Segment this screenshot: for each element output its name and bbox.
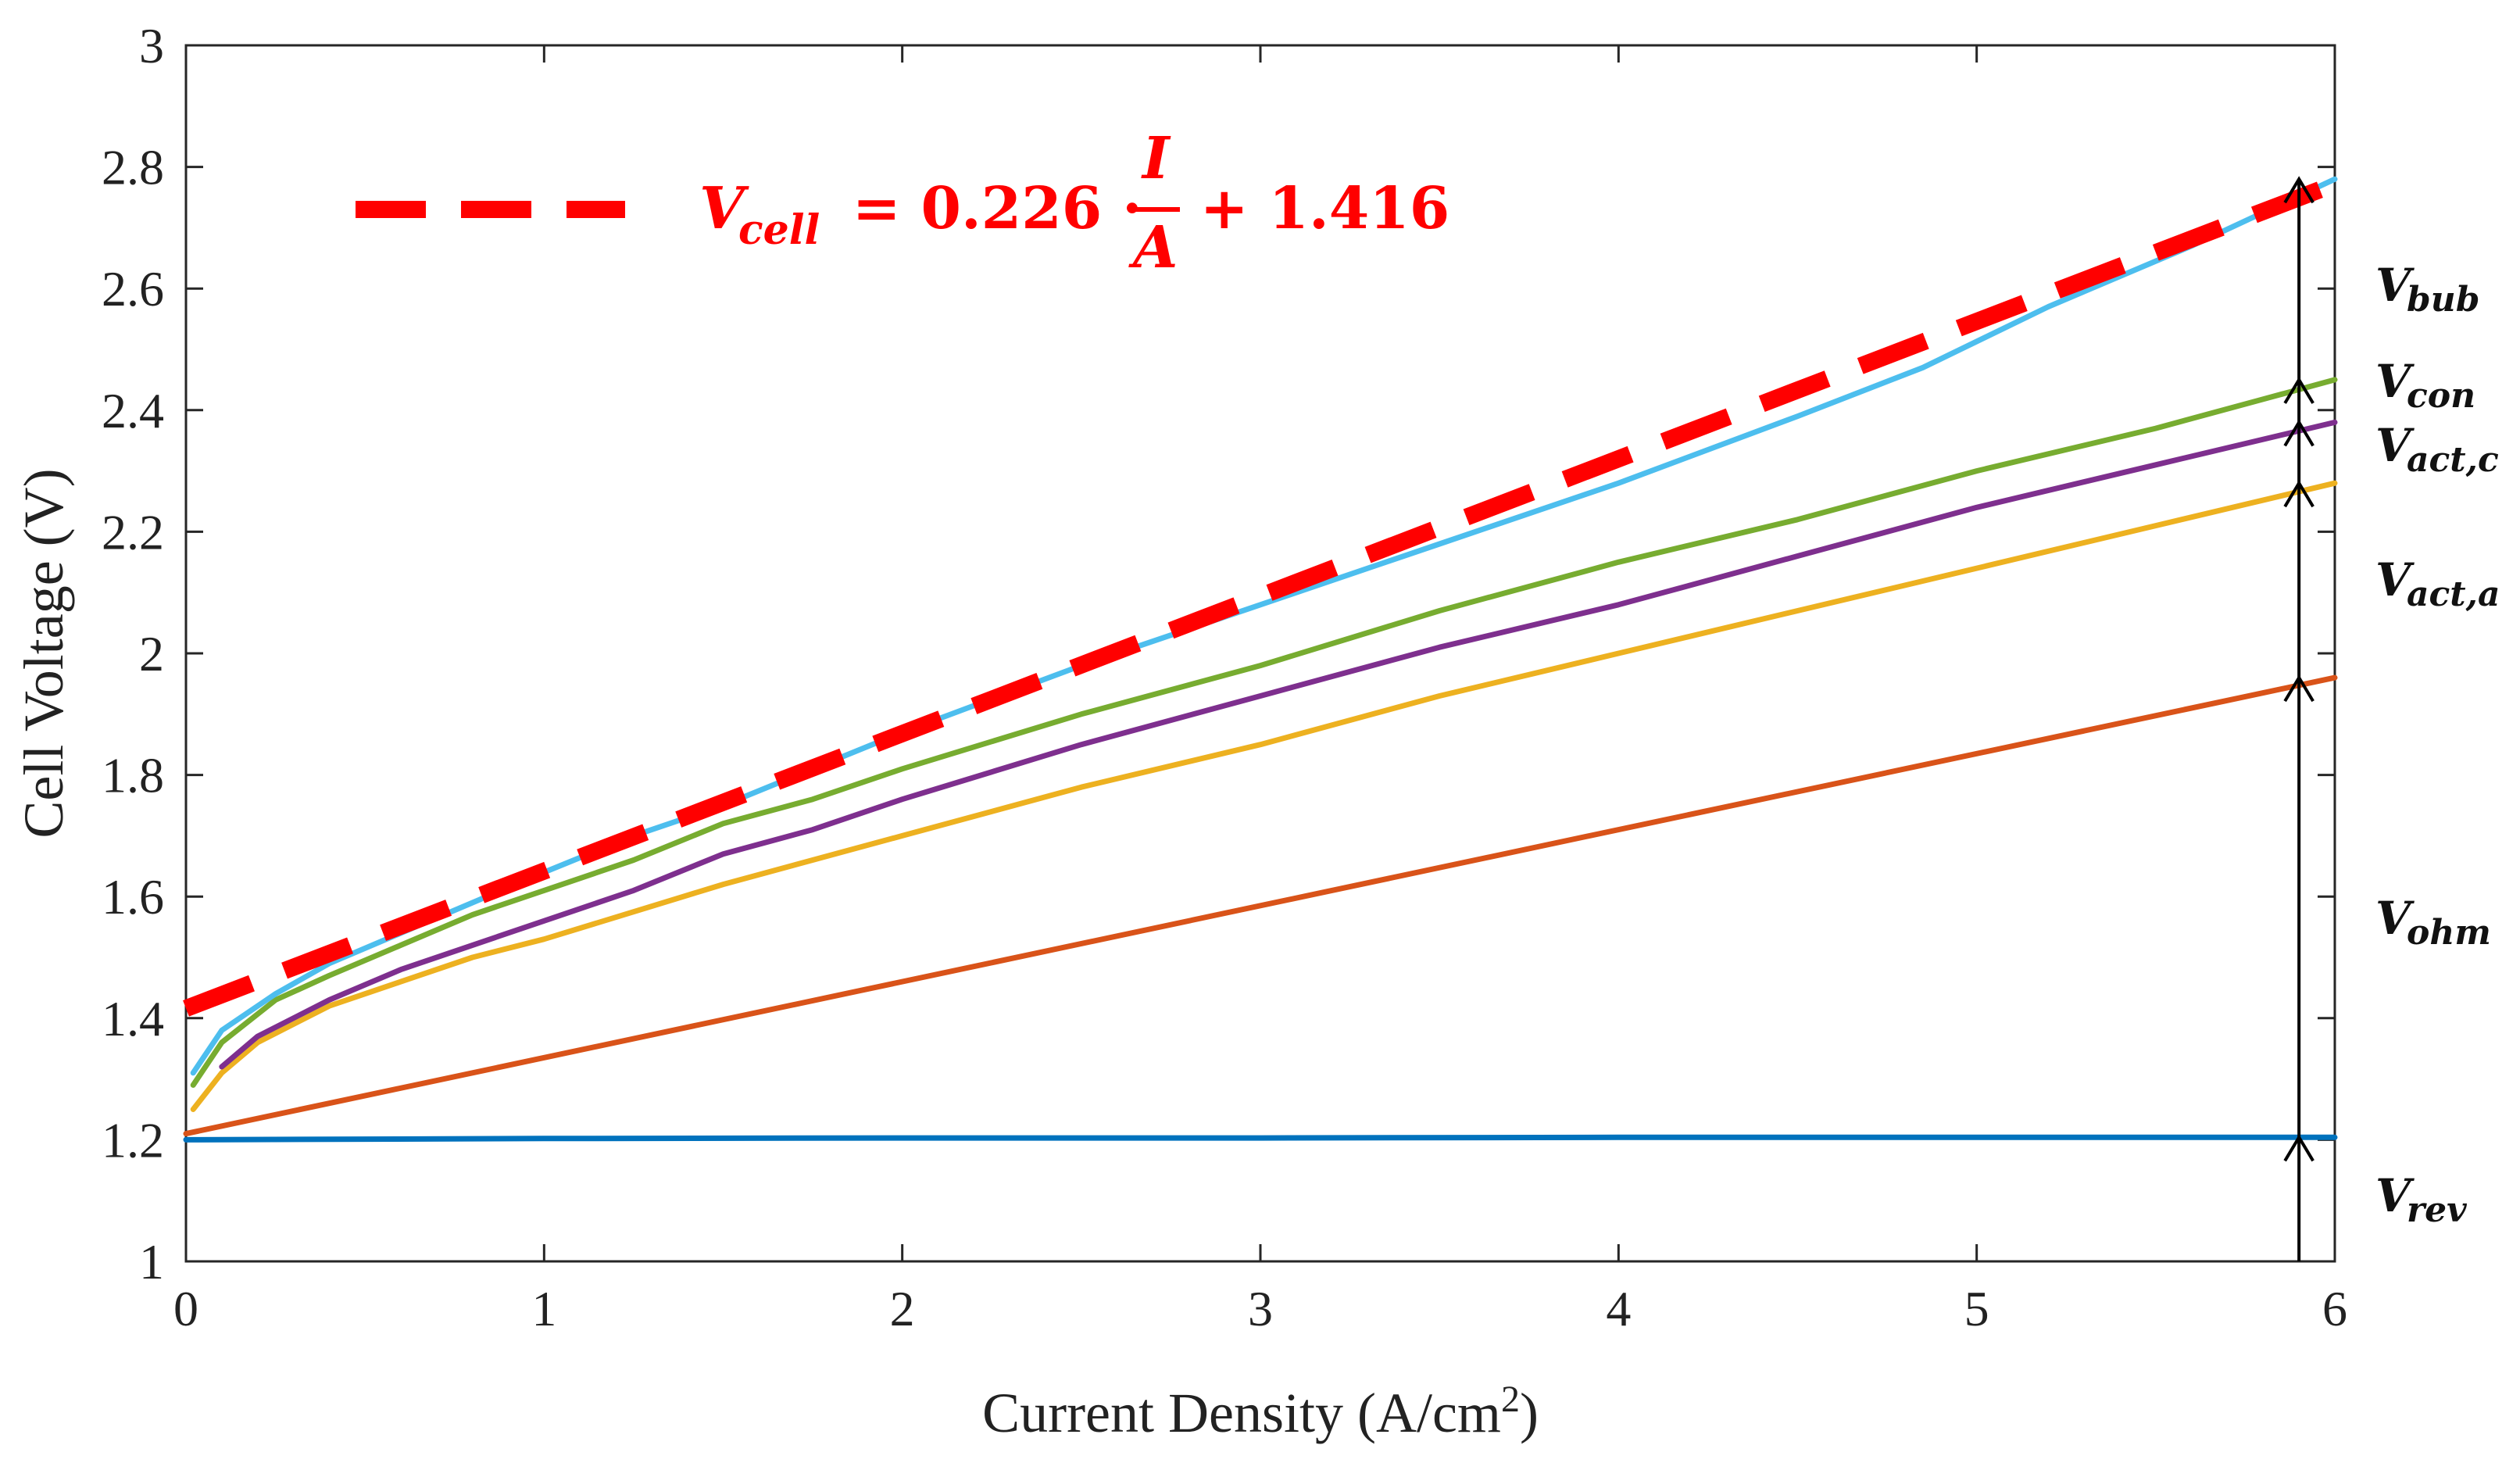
arrow-head <box>2283 377 2314 404</box>
svg-text:act,a: act,a <box>2407 574 2500 614</box>
series-v-con <box>190 377 2338 1088</box>
svg-text:rev: rev <box>2407 1190 2467 1230</box>
x-tick-label: 0 <box>173 1281 198 1336</box>
y-tick-label: 2.2 <box>102 504 164 560</box>
x-tick-label: 2 <box>890 1281 915 1336</box>
series-v-bub <box>190 176 2338 1076</box>
y-tick-label: 2.8 <box>102 140 164 195</box>
label-v-bub: V bub <box>2375 259 2480 320</box>
y-tick-label: 1.4 <box>102 991 164 1046</box>
y-tick-label: 1.8 <box>102 748 164 803</box>
arrow-head <box>2283 674 2314 703</box>
y-tick-label: 1.6 <box>102 869 164 925</box>
x-tick-label: 4 <box>1606 1281 1631 1336</box>
svg-text:V: V <box>2375 892 2415 945</box>
fit-equation-lhs-sub: cell <box>738 206 820 254</box>
x-tick-label: 3 <box>1248 1281 1273 1336</box>
y-axis-title: Cell Voltage (V) <box>13 468 75 838</box>
fit-equation-denominator: A <box>1128 214 1178 281</box>
series-v-act-c <box>219 419 2338 1070</box>
series-v-rev <box>183 1134 2338 1143</box>
y-tick-label: 1 <box>139 1234 164 1290</box>
voltage-arrows <box>2283 176 2314 1261</box>
fit-equation-rhs: + 1.416 <box>1180 175 1449 242</box>
x-tick-label: 6 <box>2322 1281 2347 1336</box>
x-tick-label: 5 <box>1964 1281 1989 1336</box>
svg-text:V: V <box>2375 1169 2415 1222</box>
y-tick-label: 2.4 <box>102 383 164 438</box>
series-layer <box>183 176 2338 1143</box>
arrow-head <box>2283 1134 2314 1162</box>
y-axis: 1 1.2 1.4 1.6 1.8 2 2.2 2.4 2.6 2.8 3 <box>102 18 2335 1290</box>
y-tick-label: 2 <box>139 626 164 681</box>
fit-equation-lhs: V <box>699 175 749 242</box>
svg-text:ohm: ohm <box>2407 913 2491 953</box>
y-tick-label: 3 <box>139 18 164 73</box>
svg-text:V: V <box>2375 259 2415 312</box>
label-v-con: V con <box>2375 355 2475 416</box>
label-v-act-a: V act,a <box>2375 553 2500 614</box>
y-tick-label: 1.2 <box>102 1112 164 1168</box>
svg-text:V: V <box>2375 419 2415 472</box>
series-v-cell-fit <box>183 176 2338 1017</box>
svg-text:V: V <box>2375 355 2415 408</box>
series-v-ohm <box>183 674 2338 1137</box>
svg-text:V: V <box>2375 553 2415 606</box>
series-v-act-a <box>190 480 2338 1112</box>
svg-text:con: con <box>2407 376 2475 416</box>
label-v-rev: V rev <box>2375 1169 2467 1230</box>
fit-equation-middle: = 0.226 · <box>832 175 1163 242</box>
x-tick-label: 1 <box>531 1281 556 1336</box>
label-v-act-c: V act,c <box>2375 419 2499 480</box>
svg-text:act,c: act,c <box>2407 440 2499 480</box>
arrow-head <box>2283 176 2314 204</box>
y-tick-label: 2.6 <box>102 261 164 317</box>
svg-text:bub: bub <box>2407 280 2480 320</box>
label-v-ohm: V ohm <box>2375 892 2491 953</box>
x-axis-title: Current Density (A/cm2) <box>982 1379 1539 1444</box>
arrow-head <box>2283 419 2314 447</box>
fit-equation-numerator: I <box>1141 125 1171 192</box>
arrow-head <box>2283 480 2314 508</box>
x-axis: 0 1 2 3 4 5 6 <box>173 45 2347 1336</box>
